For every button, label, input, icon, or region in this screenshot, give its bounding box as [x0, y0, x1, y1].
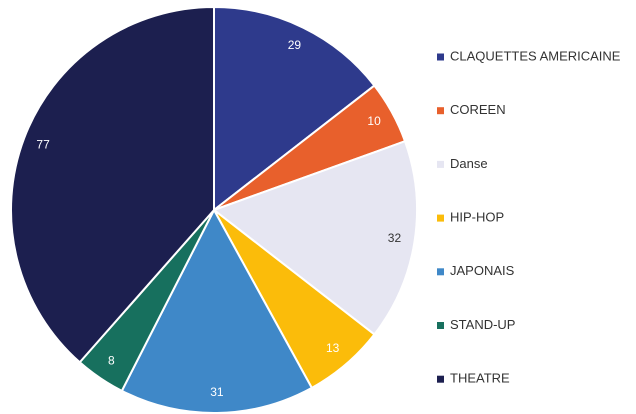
legend-marker — [437, 53, 444, 61]
legend-label: THEATRE — [450, 371, 510, 386]
data-label: 8 — [108, 353, 115, 367]
data-label: 77 — [36, 138, 50, 152]
pie-slice — [211, 139, 418, 336]
legend-label: STAND-UP — [450, 317, 515, 332]
data-label: 13 — [326, 341, 340, 355]
legend-marker — [437, 160, 444, 168]
legend-label: JAPONAIS — [450, 263, 515, 278]
legend-label: CLAQUETTES AMERICAINE — [450, 48, 621, 63]
data-label: 31 — [210, 385, 224, 399]
legend-marker — [437, 214, 444, 222]
data-label: 10 — [367, 114, 381, 128]
pie-slice — [10, 5, 215, 364]
legend-label: COREEN — [450, 102, 506, 117]
legend-marker — [437, 268, 444, 276]
legend-label: HIP-HOP — [450, 210, 504, 225]
legend-marker — [437, 375, 444, 383]
legend-marker — [437, 322, 444, 329]
legend-label: Danse — [450, 156, 488, 171]
legend-marker — [437, 107, 444, 115]
pie-slice — [120, 207, 314, 414]
pie-slice — [213, 5, 376, 213]
data-label: 29 — [288, 38, 302, 52]
data-label: 32 — [388, 231, 402, 245]
